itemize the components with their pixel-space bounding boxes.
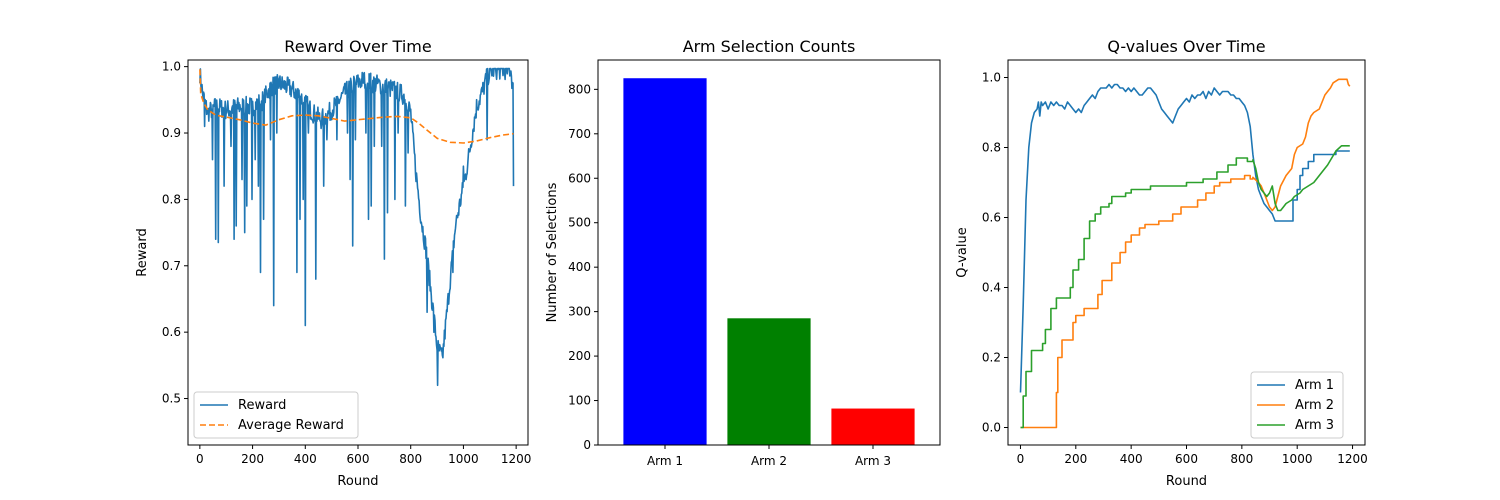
x-tick-label: Arm 2	[751, 454, 787, 468]
x-tick-label: 400	[294, 452, 317, 466]
y-axis-label: Q-value	[955, 227, 970, 277]
y-tick-label: 1.0	[162, 60, 181, 74]
bar-arm-3	[831, 408, 915, 445]
average-reward-line	[199, 69, 514, 144]
y-tick-label: 1.0	[982, 71, 1001, 85]
x-tick-label: Arm 1	[647, 454, 683, 468]
y-tick-label: 0	[583, 438, 591, 452]
reward-over-time-chart: 0 200 400 600 800 1000 1200 0.5 0.6 0.7 0.8 0.9 1.0 R…	[135, 37, 531, 489]
legend-label: Reward	[238, 398, 286, 413]
x-tick-label: 800	[399, 452, 422, 466]
x-tick-label: 400	[1120, 452, 1143, 466]
x-tick-label: 1200	[501, 452, 532, 466]
y-tick-label: 0.8	[162, 192, 181, 206]
x-tick-label: 0	[1017, 452, 1025, 466]
legend-label: Arm 1	[1295, 378, 1334, 393]
x-tick-label: 800	[1230, 452, 1253, 466]
x-tick-label: 600	[1175, 452, 1198, 466]
y-tick-label: 700	[568, 127, 591, 141]
plot-frame	[597, 59, 941, 446]
y-tick-label: 0.6	[982, 211, 1001, 225]
chart-title: Reward Over Time	[284, 37, 431, 56]
arm-selection-counts-chart: Arm 1 Arm 2 Arm 3 0 100 200 300 400 500 600 700 800…	[545, 37, 941, 468]
y-tick-label: 0.5	[162, 392, 181, 406]
bar-arm-2	[727, 318, 811, 445]
y-tick-label: 0.4	[982, 281, 1001, 295]
y-tick-label: 500	[568, 216, 591, 230]
y-tick-label: 600	[568, 171, 591, 185]
legend-label: Arm 3	[1295, 418, 1334, 433]
arm-3-q-line	[1020, 145, 1350, 429]
y-tick-label: 0.0	[982, 421, 1001, 435]
legend-label: Arm 2	[1295, 398, 1334, 413]
x-tick-label: 1000	[1282, 452, 1313, 466]
arm-2-q-line	[1020, 78, 1351, 429]
x-tick-label: 1200	[1337, 452, 1368, 466]
x-tick-label: 600	[347, 452, 370, 466]
legend-label: Average Reward	[238, 418, 344, 433]
y-tick-label: 0.9	[162, 126, 181, 140]
x-tick-label: 200	[241, 452, 264, 466]
x-tick-label: 1000	[448, 452, 479, 466]
y-tick-label: 0.6	[162, 325, 181, 339]
y-tick-label: 0.7	[162, 259, 181, 273]
x-tick-label: 200	[1064, 452, 1087, 466]
plot-frame	[187, 59, 529, 446]
y-tick-label: 400	[568, 260, 591, 274]
q-values-over-time-chart: 0 200 400 600 800 1000 1200 0.0 0.2 0.4 0.6 0.8 1.0 Q…	[955, 37, 1368, 489]
y-axis-label: Number of Selections	[545, 182, 560, 322]
x-tick-label: 0	[196, 452, 204, 466]
y-tick-label: 100	[568, 394, 591, 408]
legend-box	[1250, 371, 1344, 439]
x-axis-label: Round	[1166, 474, 1207, 489]
y-tick-label: 0.8	[982, 141, 1001, 155]
reward-line	[199, 67, 515, 387]
y-tick-label: 0.2	[982, 351, 1001, 365]
chart-title: Arm Selection Counts	[683, 37, 856, 56]
bar-arm-1	[623, 78, 707, 446]
y-tick-label: 800	[568, 82, 591, 96]
x-axis-label: Round	[337, 474, 378, 489]
y-tick-label: 200	[568, 349, 591, 363]
x-tick-label: Arm 3	[855, 454, 891, 468]
legend-box	[193, 391, 359, 439]
y-axis-label: Reward	[135, 228, 150, 276]
y-tick-label: 300	[568, 305, 591, 319]
chart-title: Q-values Over Time	[1107, 37, 1265, 56]
arm-1-q-line	[1019, 83, 1350, 393]
